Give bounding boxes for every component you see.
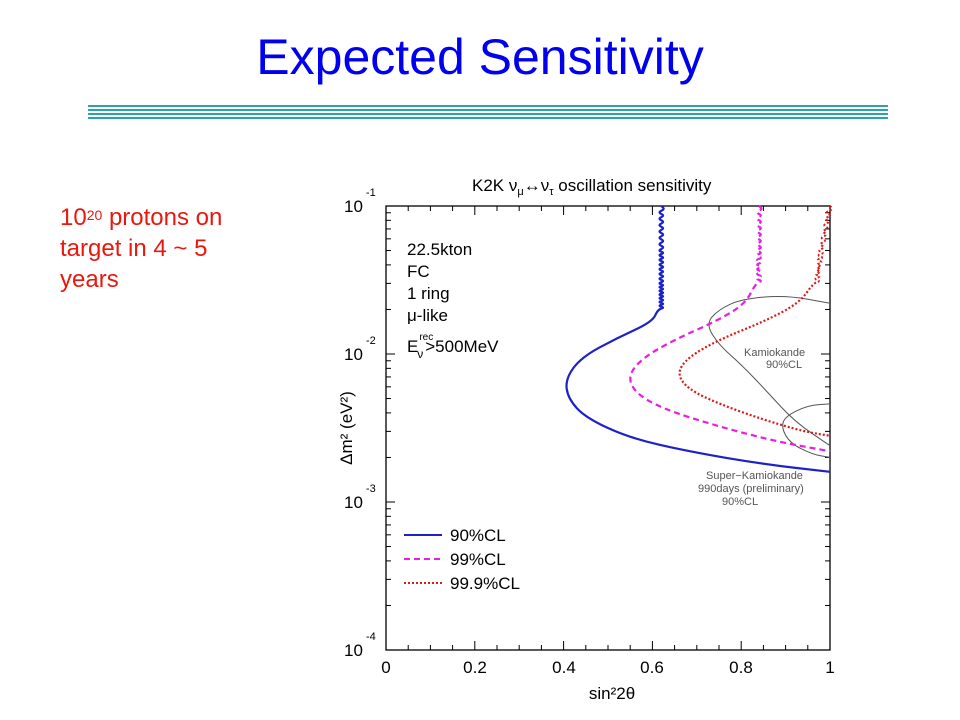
condition-mass: 22.5kton (407, 240, 472, 259)
y-tick-label-2: 10-2 (344, 335, 376, 364)
conditions-text: 22.5kton FC 1 ring μ-like Erec ν >500MeV (407, 240, 499, 361)
slide-title: Expected Sensitivity (256, 29, 704, 85)
y-tick-label-1: 10-1 (344, 187, 376, 216)
curve-99cl (629, 205, 831, 453)
curve-90cl (565, 205, 831, 473)
superk-contour (782, 403, 831, 458)
note-line3: years (60, 266, 119, 293)
kamiokande-label-1: Kamiokande (744, 347, 805, 359)
condition-fc: FC (407, 262, 430, 281)
superk-label-3: 90%CL (722, 496, 758, 508)
y-axis-label: Δm² (eV²) (337, 391, 356, 465)
x-tick-label-4: 0.8 (729, 658, 753, 677)
x-axis-label: sin²2θ (589, 684, 635, 703)
title-divider (88, 105, 888, 119)
condition-mulike: μ-like (407, 306, 448, 325)
note-base: 10 (60, 204, 87, 231)
y-tick-label-3: 10-3 (344, 483, 376, 512)
reference-labels: Kamiokande 90%CL Super−Kamiokande 990day… (698, 347, 805, 508)
superk-label-2: 990days (preliminary) (698, 483, 804, 495)
x-tick-labels: 0 0.2 0.4 0.6 0.8 1 (381, 658, 834, 677)
legend-label-999: 99.9%CL (450, 574, 520, 593)
condition-energy: Erec ν >500MeV (407, 332, 499, 361)
plot-frame (385, 205, 831, 651)
x-tick-label-1: 0.2 (463, 658, 487, 677)
condition-ring: 1 ring (407, 284, 450, 303)
kamiokande-contour (708, 295, 831, 447)
chart-title: K2K νμ↔ντ oscillation sensitivity (472, 176, 712, 198)
legend: 90%CL 99%CL 99.9%CL (404, 526, 520, 593)
y-tick-label-4: 10-4 (344, 631, 376, 660)
x-tick-label-5: 1 (825, 658, 834, 677)
legend-label-90: 90%CL (450, 526, 506, 545)
curve-999cl (678, 205, 833, 437)
note-exponent: 20 (86, 207, 103, 223)
legend-label-99: 99%CL (450, 550, 506, 569)
protons-note: 1020 protons on target in 4 ~ 5 years (60, 202, 310, 295)
x-tick-label-3: 0.6 (640, 658, 664, 677)
y-tick-labels: 10-1 10-2 10-3 10-4 (344, 187, 376, 660)
kamiokande-label-2: 90%CL (766, 359, 802, 371)
note-line2: target in 4 ~ 5 (60, 235, 208, 262)
x-tick-label-0: 0 (381, 658, 390, 677)
superk-label-1: Super−Kamiokande (706, 470, 803, 482)
note-line1: protons on (102, 204, 223, 231)
x-tick-label-2: 0.4 (552, 658, 576, 677)
